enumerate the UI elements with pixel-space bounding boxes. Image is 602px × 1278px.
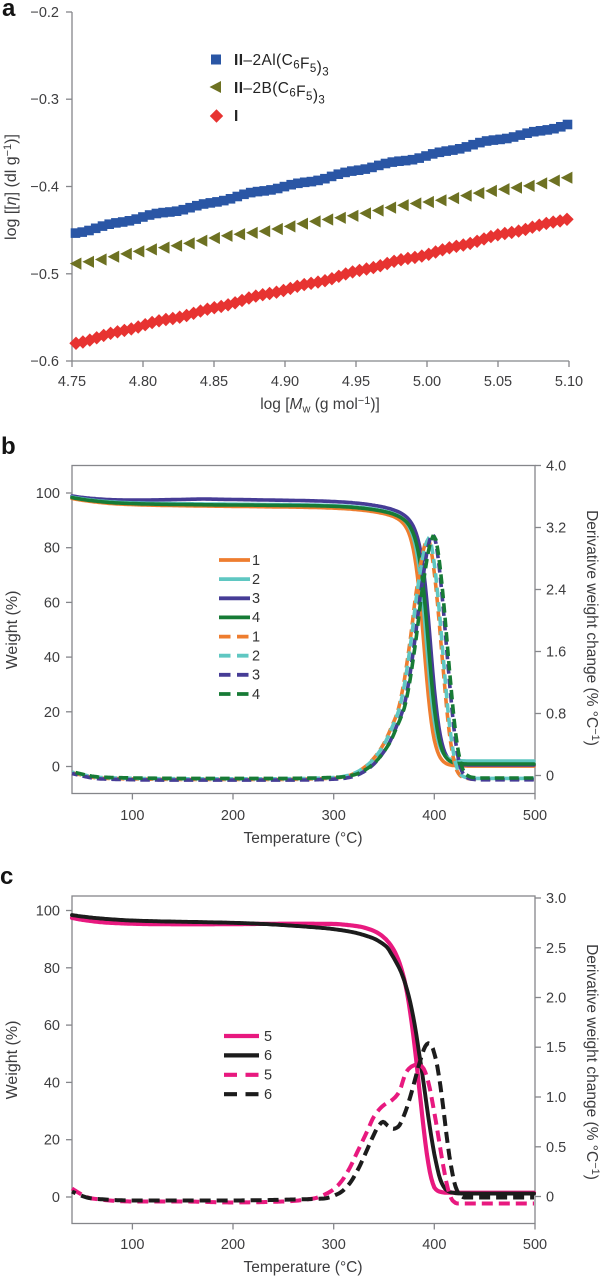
svg-text:Derivative weight change (% °C: Derivative weight change (% °C−1): [583, 510, 601, 746]
svg-text:5: 5: [264, 1068, 272, 1084]
svg-text:400: 400: [422, 1237, 446, 1253]
svg-text:b: b: [1, 433, 16, 460]
svg-text:400: 400: [422, 808, 446, 824]
svg-text:200: 200: [221, 1237, 245, 1253]
svg-text:4: 4: [252, 610, 260, 626]
svg-text:Temperature (°C): Temperature (°C): [243, 830, 362, 847]
svg-text:4.95: 4.95: [342, 374, 370, 390]
svg-text:5.05: 5.05: [484, 374, 512, 390]
svg-text:II–2Al(C6F5)3: II–2Al(C6F5)3: [234, 52, 329, 79]
svg-text:0: 0: [52, 1190, 60, 1206]
svg-text:0.8: 0.8: [546, 707, 566, 723]
svg-text:−0.3: −0.3: [30, 92, 59, 108]
svg-text:0.5: 0.5: [546, 1140, 566, 1156]
svg-text:100: 100: [36, 486, 60, 502]
svg-text:0: 0: [546, 769, 554, 785]
svg-text:c: c: [0, 863, 13, 890]
svg-text:40: 40: [44, 650, 60, 666]
svg-text:3: 3: [252, 668, 260, 684]
svg-text:100: 100: [120, 1237, 144, 1253]
svg-text:2.5: 2.5: [546, 941, 566, 957]
svg-text:3: 3: [252, 591, 260, 607]
svg-text:1: 1: [252, 553, 260, 569]
svg-text:0: 0: [546, 1190, 554, 1206]
svg-text:II–2B(C6F5)3: II–2B(C6F5)3: [234, 80, 325, 107]
svg-text:Weight (%): Weight (%): [4, 591, 21, 670]
svg-text:1: 1: [252, 629, 260, 645]
svg-text:2: 2: [252, 572, 260, 588]
svg-text:Temperature (°C): Temperature (°C): [243, 1259, 362, 1276]
svg-text:I: I: [234, 108, 239, 125]
svg-text:3.0: 3.0: [546, 891, 566, 907]
svg-text:80: 80: [44, 961, 60, 977]
svg-text:1.6: 1.6: [546, 645, 566, 661]
svg-text:4: 4: [252, 687, 260, 703]
svg-text:log [[η] (dl g−1)]: log [[η] (dl g−1)]: [2, 134, 20, 240]
svg-text:4.80: 4.80: [129, 374, 157, 390]
svg-text:40: 40: [44, 1075, 60, 1091]
svg-text:500: 500: [523, 808, 547, 824]
svg-text:20: 20: [44, 705, 60, 721]
svg-text:−0.4: −0.4: [30, 180, 59, 196]
svg-text:100: 100: [36, 904, 60, 920]
svg-text:log [Mw (g mol−1)]: log [Mw (g mol−1)]: [260, 395, 380, 416]
svg-text:−0.5: −0.5: [30, 267, 59, 283]
svg-text:−0.2: −0.2: [30, 5, 59, 21]
svg-text:2.4: 2.4: [546, 583, 566, 599]
svg-text:500: 500: [523, 1237, 547, 1253]
svg-text:4.0: 4.0: [546, 459, 566, 475]
svg-text:1.5: 1.5: [546, 1040, 566, 1056]
svg-text:Derivative weight change (% °C: Derivative weight change (% °C−1): [583, 944, 601, 1180]
svg-text:60: 60: [44, 595, 60, 611]
svg-text:5.10: 5.10: [555, 374, 583, 390]
svg-text:−0.6: −0.6: [30, 354, 59, 370]
svg-text:1.0: 1.0: [546, 1090, 566, 1106]
svg-text:300: 300: [322, 1237, 346, 1253]
svg-text:5: 5: [264, 1029, 272, 1045]
svg-text:4.85: 4.85: [200, 374, 228, 390]
svg-text:2.0: 2.0: [546, 991, 566, 1007]
svg-text:20: 20: [44, 1133, 60, 1149]
svg-text:0: 0: [52, 760, 60, 776]
svg-text:6: 6: [264, 1087, 272, 1103]
svg-text:5.00: 5.00: [413, 374, 441, 390]
svg-text:3.2: 3.2: [546, 521, 566, 537]
svg-text:4.90: 4.90: [271, 374, 299, 390]
svg-text:300: 300: [322, 808, 346, 824]
svg-text:2: 2: [252, 649, 260, 665]
svg-text:80: 80: [44, 541, 60, 557]
svg-text:6: 6: [264, 1048, 272, 1064]
svg-text:4.75: 4.75: [58, 374, 86, 390]
svg-text:60: 60: [44, 1018, 60, 1034]
svg-text:Weight (%): Weight (%): [4, 1021, 21, 1100]
svg-text:a: a: [2, 0, 16, 22]
svg-text:100: 100: [120, 808, 144, 824]
svg-text:200: 200: [221, 808, 245, 824]
